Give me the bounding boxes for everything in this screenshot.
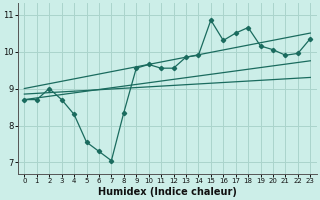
X-axis label: Humidex (Indice chaleur): Humidex (Indice chaleur)	[98, 187, 237, 197]
